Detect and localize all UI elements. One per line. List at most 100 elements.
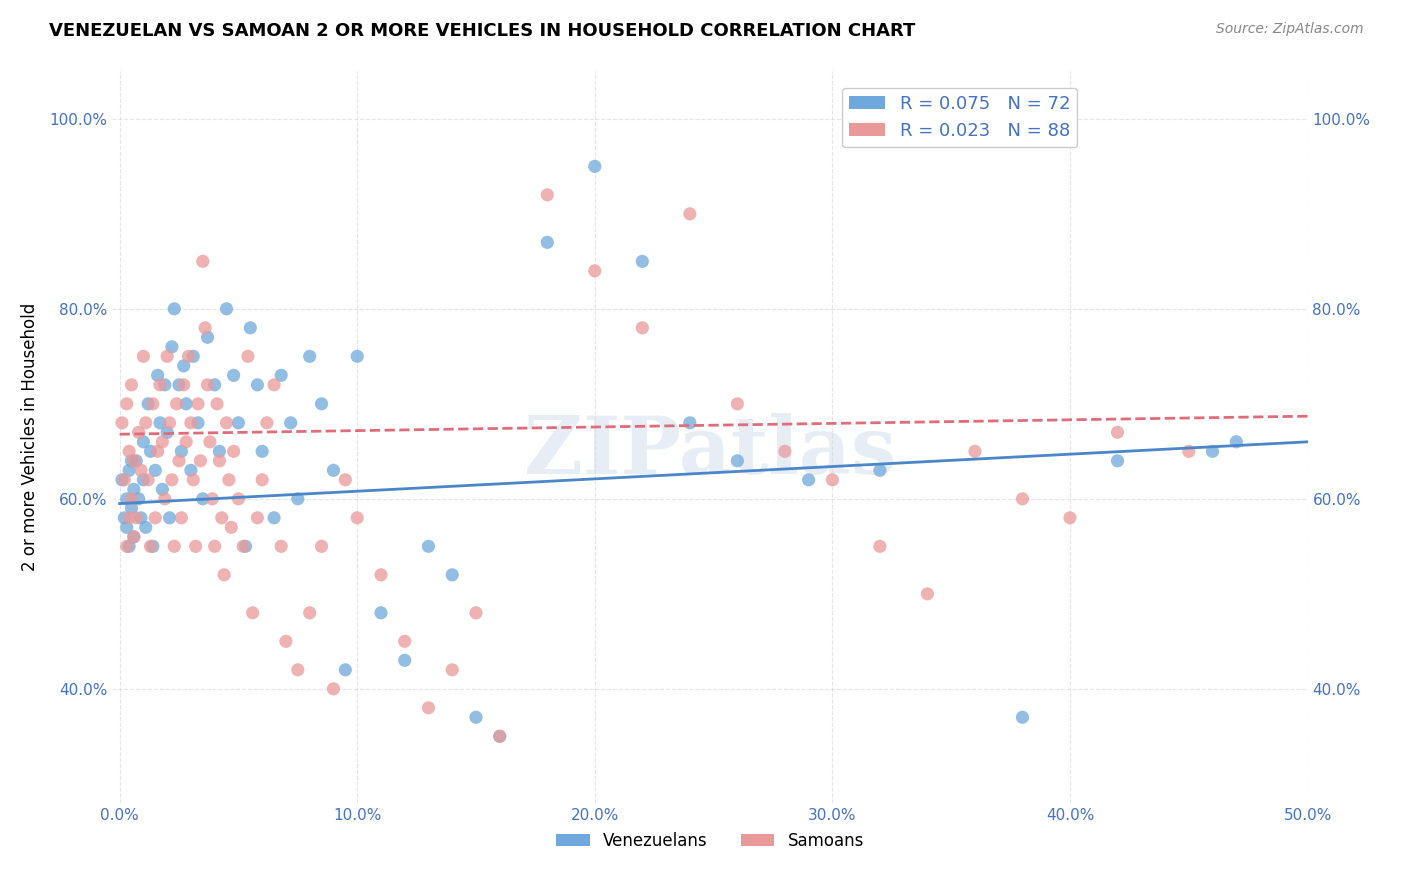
Point — [212, 567, 235, 582]
Point — [335, 663, 357, 677]
Point — [222, 444, 245, 458]
Point — [194, 321, 217, 335]
Point — [136, 473, 159, 487]
Point — [797, 473, 820, 487]
Point — [112, 473, 135, 487]
Point — [583, 159, 606, 173]
Point — [160, 340, 183, 354]
Point — [441, 567, 464, 582]
Point — [211, 511, 233, 525]
Point — [128, 491, 150, 506]
Point — [122, 483, 145, 497]
Point — [228, 491, 250, 506]
Point — [725, 454, 748, 468]
Point — [139, 444, 162, 458]
Point — [242, 606, 264, 620]
Point — [270, 539, 292, 553]
Point — [132, 473, 155, 487]
Point — [298, 349, 321, 363]
Point — [167, 454, 190, 468]
Point — [198, 434, 221, 449]
Point — [174, 397, 197, 411]
Point — [465, 710, 488, 724]
Point — [370, 606, 392, 620]
Point — [132, 349, 155, 363]
Point — [112, 511, 135, 525]
Point — [135, 520, 157, 534]
Point — [370, 567, 392, 582]
Point — [136, 397, 159, 411]
Point — [129, 463, 152, 477]
Point — [197, 377, 219, 392]
Point — [187, 416, 209, 430]
Point — [236, 349, 259, 363]
Point — [167, 377, 190, 392]
Point — [181, 473, 204, 487]
Point — [118, 539, 141, 553]
Point — [346, 349, 368, 363]
Point — [115, 397, 138, 411]
Point — [631, 321, 654, 335]
Point — [129, 511, 152, 525]
Point — [156, 349, 179, 363]
Point — [121, 501, 143, 516]
Point — [122, 530, 145, 544]
Point — [122, 530, 145, 544]
Point — [111, 473, 134, 487]
Point — [215, 416, 238, 430]
Point — [174, 434, 197, 449]
Point — [418, 539, 440, 553]
Point — [270, 368, 292, 383]
Point — [159, 511, 181, 525]
Point — [246, 377, 269, 392]
Point — [679, 416, 702, 430]
Point — [250, 473, 273, 487]
Point — [142, 397, 165, 411]
Point — [118, 444, 141, 458]
Point — [191, 491, 214, 506]
Point — [205, 397, 228, 411]
Point — [208, 444, 231, 458]
Point — [219, 520, 242, 534]
Point — [150, 483, 173, 497]
Point — [263, 511, 285, 525]
Point — [118, 463, 141, 477]
Point — [180, 463, 202, 477]
Point — [150, 434, 173, 449]
Point — [197, 330, 219, 344]
Point — [125, 454, 148, 468]
Point — [465, 606, 488, 620]
Point — [869, 463, 891, 477]
Point — [311, 539, 333, 553]
Point — [917, 587, 939, 601]
Point — [298, 606, 321, 620]
Point — [173, 377, 195, 392]
Point — [184, 539, 207, 553]
Point — [536, 187, 558, 202]
Point — [322, 463, 344, 477]
Point — [346, 511, 368, 525]
Point — [869, 539, 891, 553]
Y-axis label: 2 or more Vehicles in Household: 2 or more Vehicles in Household — [21, 303, 38, 571]
Point — [125, 511, 148, 525]
Point — [115, 539, 138, 553]
Point — [274, 634, 297, 648]
Point — [679, 207, 702, 221]
Point — [394, 634, 416, 648]
Point — [725, 397, 748, 411]
Point — [191, 254, 214, 268]
Point — [536, 235, 558, 250]
Point — [246, 511, 269, 525]
Point — [488, 729, 510, 743]
Point — [159, 416, 181, 430]
Point — [631, 254, 654, 268]
Point — [1225, 434, 1247, 449]
Point — [1011, 710, 1033, 724]
Point — [215, 301, 238, 316]
Point — [218, 473, 240, 487]
Point — [146, 368, 169, 383]
Point — [118, 511, 141, 525]
Point — [121, 454, 143, 468]
Point — [232, 539, 254, 553]
Point — [583, 264, 606, 278]
